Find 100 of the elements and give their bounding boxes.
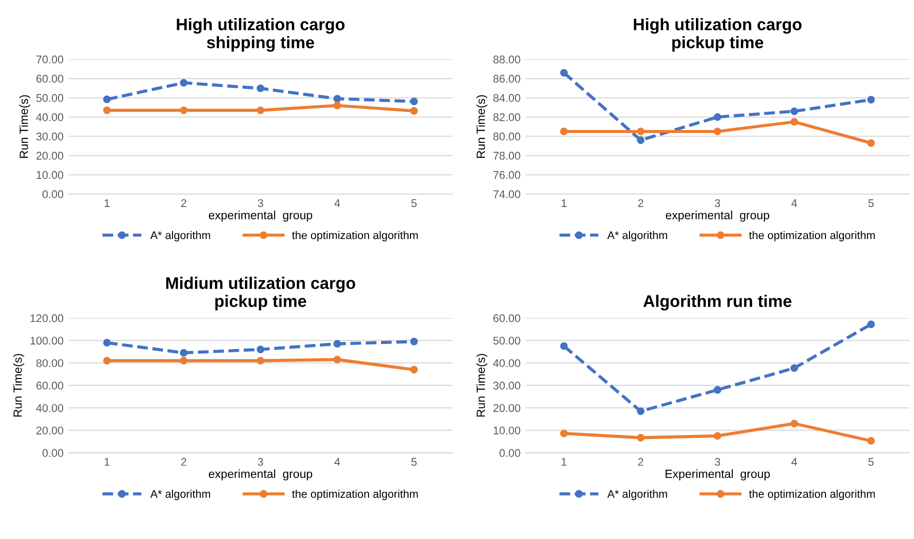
legend-label: A* algorithm	[607, 490, 668, 500]
legend-label: the optimization algorithm	[749, 490, 875, 500]
y-tick-label: 0.00	[42, 449, 64, 457]
x-tick-label: 2	[181, 458, 186, 466]
x-tick-label: 1	[104, 458, 110, 466]
point	[560, 430, 568, 438]
point	[410, 98, 418, 106]
point	[714, 432, 722, 440]
point	[714, 386, 722, 394]
point	[256, 106, 264, 114]
x-tick-label: 5	[411, 458, 417, 466]
point	[256, 356, 264, 364]
legend-label: the optimization algorithm	[292, 230, 418, 242]
y-tick-label: 80.00	[493, 132, 520, 140]
legend-label: A* algorithm	[150, 230, 210, 242]
point	[333, 102, 342, 110]
y-axis-title: Run Time(s)	[13, 354, 24, 417]
point	[867, 320, 875, 328]
x-tick-label: 1	[104, 199, 110, 207]
point	[410, 338, 418, 346]
x-tick-label: 4	[791, 458, 798, 466]
point	[333, 94, 342, 103]
y-tick-label: 40.00	[36, 113, 64, 122]
point	[103, 106, 111, 114]
y-tick-label: 60.00	[36, 74, 64, 83]
point	[636, 128, 645, 136]
y-tick-label: 76.00	[493, 171, 520, 179]
point	[410, 366, 418, 374]
point	[103, 338, 111, 347]
point	[790, 364, 798, 372]
x-tick-label: 3	[258, 458, 264, 466]
x-tick-label: 3	[714, 458, 720, 466]
x-tick-label: 1	[562, 458, 566, 466]
point	[714, 113, 722, 121]
point	[867, 96, 875, 104]
y-tick-label: 40.00	[493, 359, 520, 368]
y-tick-label: 82.00	[493, 113, 520, 122]
point	[790, 420, 798, 428]
y-tick-label: 20.00	[36, 426, 64, 434]
point	[180, 349, 188, 357]
point	[103, 96, 111, 104]
x-axis-title: experimental group	[208, 469, 312, 480]
y-tick-label: 70.00	[36, 56, 64, 64]
legend-label: A* algorithm	[607, 230, 668, 242]
legend-label: the optimization algorithm	[749, 230, 875, 242]
y-tick-label: 30.00	[493, 382, 520, 390]
point	[560, 68, 568, 77]
chart-title: High utilization cargo pickup time	[634, 18, 802, 52]
y-axis-title: Run Time(s)	[476, 354, 488, 417]
y-tick-label: 60.00	[36, 382, 64, 390]
x-axis-title: experimental group	[666, 210, 770, 222]
x-tick-label: 3	[714, 199, 720, 208]
x-tick-label: 5	[411, 199, 417, 208]
point	[180, 78, 188, 87]
legend-label: A* algorithm	[150, 490, 210, 500]
y-tick-label: 50.00	[493, 336, 520, 345]
y-tick-label: 20.00	[36, 152, 64, 160]
chart-title: High utilization cargo shipping time	[176, 18, 345, 52]
y-tick-label: 80.00	[36, 359, 64, 368]
point	[256, 84, 264, 92]
point	[560, 342, 568, 350]
x-tick-label: 5	[868, 458, 874, 466]
y-tick-label: 60.00	[493, 314, 520, 322]
x-tick-label: 3	[258, 199, 264, 208]
point	[636, 136, 645, 144]
x-tick-label: 1	[562, 199, 566, 207]
chart-title: Midium utilization cargo pickup time	[166, 276, 356, 310]
chart-title: Algorithm run time	[643, 294, 792, 310]
point	[636, 434, 645, 442]
y-tick-label: 10.00	[36, 171, 64, 179]
y-tick-label: 78.00	[493, 152, 520, 160]
point	[867, 139, 875, 147]
y-axis-title: Run Time(s)	[476, 95, 488, 158]
x-tick-label: 4	[334, 199, 340, 207]
y-tick-label: 86.00	[493, 74, 520, 83]
x-tick-label: 2	[638, 199, 644, 207]
y-tick-label: 40.00	[36, 404, 64, 412]
legend-label: the optimization algorithm	[292, 490, 418, 500]
y-tick-label: 120.00	[30, 314, 64, 322]
y-tick-label: 0.00	[42, 190, 64, 198]
point	[410, 107, 418, 115]
point	[790, 107, 798, 116]
y-tick-label: 30.00	[36, 132, 64, 140]
y-tick-label: 74.00	[493, 190, 520, 198]
y-tick-label: 100.00	[30, 336, 64, 345]
point	[714, 128, 722, 136]
point	[103, 356, 111, 364]
y-axis-title: Run Time(s)	[19, 95, 30, 158]
x-axis-title: experimental group	[208, 210, 312, 222]
point	[180, 106, 188, 114]
point	[333, 340, 342, 348]
y-tick-label: 0.00	[500, 449, 520, 457]
x-tick-label: 5	[868, 199, 874, 208]
point	[333, 356, 342, 364]
point	[790, 118, 798, 126]
x-axis-title: Experimental group	[666, 469, 770, 480]
x-tick-label: 2	[181, 199, 186, 207]
point	[180, 356, 188, 364]
point	[867, 437, 875, 445]
x-tick-label: 2	[638, 458, 644, 466]
